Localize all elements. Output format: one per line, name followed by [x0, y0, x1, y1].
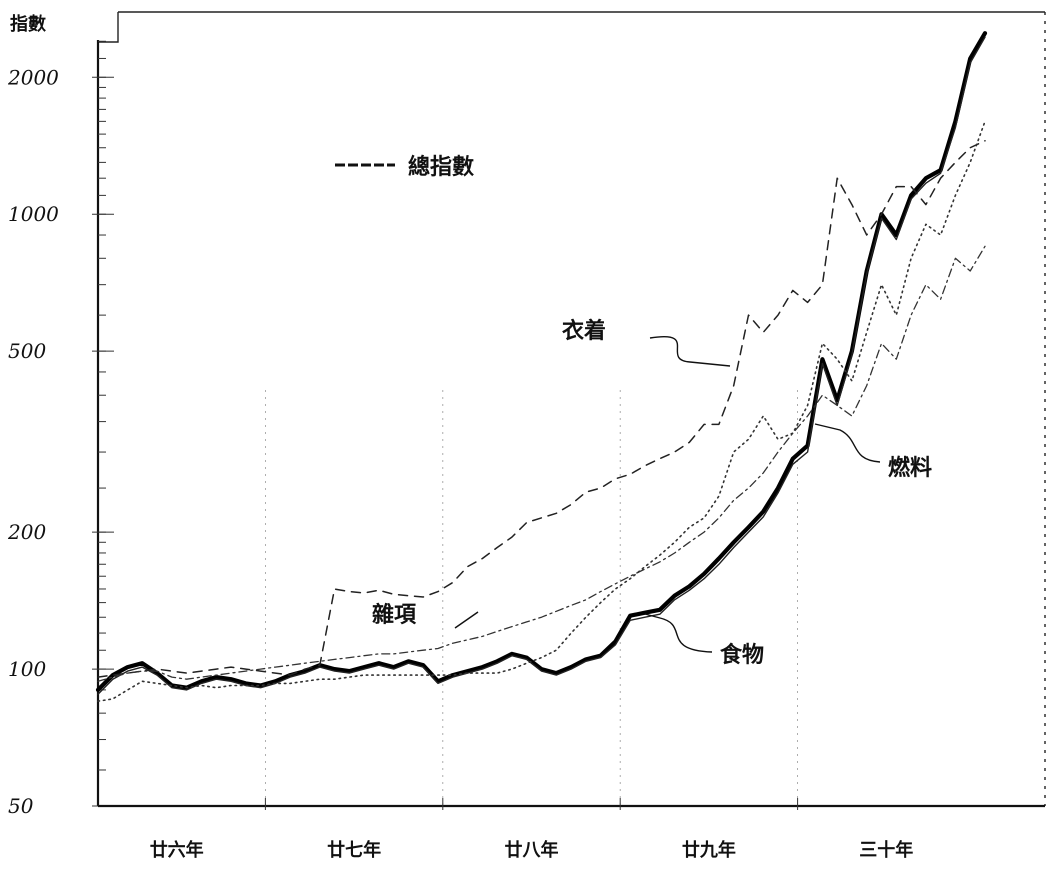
y-tick-label: 1000 [8, 202, 59, 226]
label-box-edge [98, 12, 119, 43]
annotation-label: 食物 [720, 642, 764, 668]
series-line-1 [95, 31, 988, 693]
x-axis: 廿六年 廿七年 廿八年 廿九年 三十年 [98, 798, 1045, 861]
annotation-label: 雜項 [372, 602, 417, 628]
legend-label: 總指數 [408, 154, 474, 180]
y-axis-title: 指數 [10, 13, 46, 35]
y-tick-label: 50 [8, 794, 34, 818]
y-axis: 2000 1000 500 200 100 50 [7, 40, 114, 818]
series-line-3 [97, 140, 986, 678]
series-layer [95, 31, 988, 703]
x-tick-label: 廿九年 [682, 839, 736, 861]
x-tick-label: 三十年 [859, 839, 913, 861]
y-tick-label: 500 [8, 339, 46, 363]
annotation-leader [649, 336, 731, 367]
x-tick-label: 廿八年 [505, 839, 559, 861]
legend: 總指數 [335, 154, 474, 180]
annotation-label: 衣着 [562, 318, 606, 344]
series-line-2 [97, 36, 986, 695]
annotation-leader [814, 423, 881, 463]
y-tick-label: 100 [8, 657, 46, 681]
annotation-leader [454, 611, 479, 629]
chart-frame [98, 11, 1046, 806]
x-tick-label: 廿七年 [327, 839, 381, 861]
series-line-4 [97, 120, 986, 703]
x-tick-label: 廿六年 [150, 839, 204, 861]
annotation-label: 燃料 [888, 455, 932, 481]
annotation-leader [644, 613, 713, 653]
y-tick-label: 200 [7, 520, 46, 544]
series-line-5 [97, 245, 986, 682]
x-gridlines [264, 390, 798, 806]
y-tick-label: 2000 [7, 65, 59, 89]
